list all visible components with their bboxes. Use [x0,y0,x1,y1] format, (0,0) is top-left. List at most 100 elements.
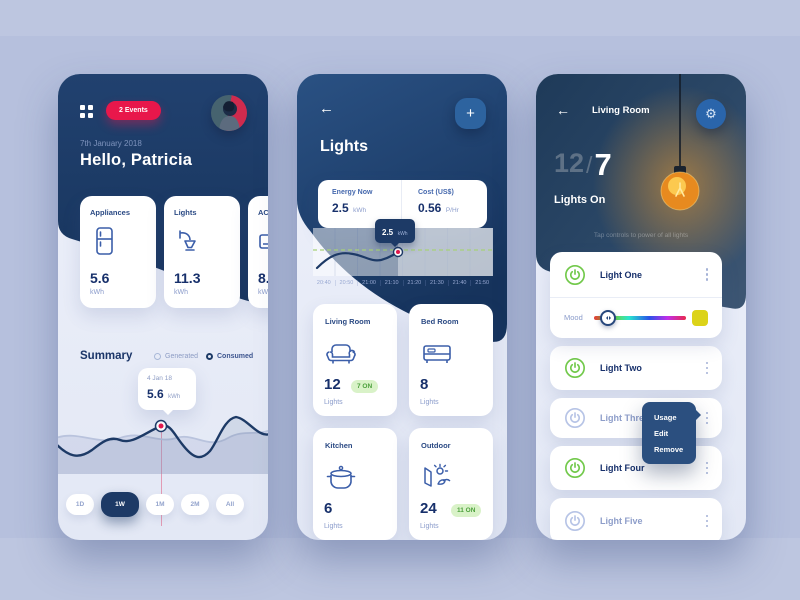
data-point-dot [158,423,164,429]
card-lights[interactable]: Lights 11.3 kWh [164,196,240,308]
pot-icon [326,465,356,489]
room-on-badge: 11 ON [451,504,482,517]
tooltip-caret [391,243,399,247]
power-toggle-icon[interactable] [564,264,586,286]
energy-tooltip: 2.5 kWh [375,219,415,247]
power-toggle-icon[interactable] [564,510,586,532]
time-axis: 20:40 20:50 21:00 21:10 21:20 21:30 21:4… [313,280,493,286]
sofa-icon [326,344,356,364]
room-unit: Lights [420,523,439,530]
back-arrow-icon[interactable]: ← [556,102,570,118]
room-card-kitchen[interactable]: Kitchen 6 Lights [313,428,397,540]
card-value: 5.6 [90,270,110,286]
mood-slider-handle[interactable] [600,309,616,326]
add-light-button[interactable]: + [455,98,486,129]
light-card-five[interactable]: Light Five [550,498,722,540]
card-ac[interactable]: AC 8. kWh [248,196,268,308]
energy-line [315,249,400,270]
room-name: Kitchen [325,441,353,450]
menu-item-edit[interactable]: Edit [654,429,669,438]
menu-grid-icon[interactable] [80,105,93,118]
summary-title: Summary [80,350,133,362]
stat-unit: kWh [353,207,367,214]
stat-label: Cost (US$) [418,189,454,196]
count-divider: / [586,152,593,178]
tooltip-unit: kWh [397,231,408,237]
phone-living-room: ← Living Room ⚙ 12 / 7 Lights On Tap con… [536,74,746,540]
bed-icon [423,345,451,363]
card-label: AC [258,208,268,217]
outdoor-light-icon [424,463,451,487]
settings-gear-icon[interactable]: ⚙ [696,99,726,129]
time-tick: 20:40 [316,280,331,286]
time-tick: 20:50 [334,280,358,286]
kebab-menu-icon[interactable] [705,461,708,475]
mood-color-swatch[interactable] [692,309,708,326]
time-tick: 21:40 [447,280,471,286]
light-card-two[interactable]: Light Two [550,346,722,390]
time-tick: 21:20 [402,280,426,286]
room-card-bed-room[interactable]: Bed Room 8 Lights [409,304,493,416]
card-value: 8. [258,270,268,286]
back-arrow-icon[interactable]: ← [319,100,334,117]
generated-area [58,430,268,474]
card-label: Appliances [90,208,131,217]
room-name: Outdoor [421,441,451,450]
time-tick: 21:50 [470,280,493,286]
range-pill-row: 1D 1W 1M 2M All [66,492,244,517]
power-toggle-icon[interactable] [564,457,586,479]
room-unit: Lights [420,399,439,406]
legend-consumed[interactable]: Consumed [206,353,253,360]
legend-generated[interactable]: Generated [154,353,198,360]
radio-consumed-icon [206,353,213,360]
card-unit: kWh [258,289,268,296]
mood-track[interactable] [594,315,686,320]
kebab-menu-icon[interactable] [705,268,708,281]
room-count: 6 [324,500,333,517]
lights-on-label: Lights On [554,194,606,206]
radio-generated-icon [154,353,161,360]
time-tick: 21:10 [379,280,403,286]
time-tick: 21:00 [357,280,380,286]
kebab-menu-icon[interactable] [705,411,708,425]
avatar-portrait [219,101,240,131]
range-1m[interactable]: 1M [146,494,174,515]
count-total: 12 [554,148,585,178]
range-1d[interactable]: 1D [66,494,94,515]
range-1w[interactable]: 1W [101,492,139,517]
power-toggle-icon[interactable] [564,407,586,429]
mood-label: Mood [564,313,583,322]
consumed-line [58,415,268,459]
room-count: 12 [324,376,341,393]
card-appliances[interactable]: Appliances 5.6 kWh [80,196,156,308]
kebab-menu-icon[interactable] [705,514,708,528]
light-name: Light Five [600,516,643,526]
mood-slider[interactable] [594,309,686,326]
kebab-menu-icon[interactable] [705,361,708,375]
events-badge[interactable]: 2 Events [106,101,161,120]
data-point-dot [396,250,400,254]
tooltip-value: 5.6 [147,387,164,401]
card-unit: kWh [174,289,188,296]
card-value: 11.3 [174,270,201,286]
menu-pointer [696,410,701,420]
range-all[interactable]: All [216,494,244,515]
menu-item-usage[interactable]: Usage [654,413,677,422]
room-unit: Lights [324,399,343,406]
time-tick: 21:30 [425,280,448,286]
stat-cost: Cost (US$) 0.56 P/Hr [402,180,487,228]
light-card-four[interactable]: Light Four [550,446,722,490]
page-title: Living Room [592,105,650,116]
range-2m[interactable]: 2M [181,494,209,515]
room-card-outdoor[interactable]: Outdoor 24 11 ON Lights [409,428,493,540]
light-card-one[interactable]: Light One Mood [550,252,722,338]
chart-cursor-line [160,426,162,526]
header-date: 7th January 2018 [80,139,142,148]
stat-energy-now: Energy Now 2.5 kWh [318,180,402,228]
avatar[interactable] [211,95,247,131]
room-card-living-room[interactable]: Living Room 12 7 ON Lights [313,304,397,416]
power-toggle-icon[interactable] [564,357,586,379]
menu-item-remove[interactable]: Remove [654,445,684,454]
count-on: 7 [594,146,612,182]
tooltip-value: 2.5 [382,228,394,237]
